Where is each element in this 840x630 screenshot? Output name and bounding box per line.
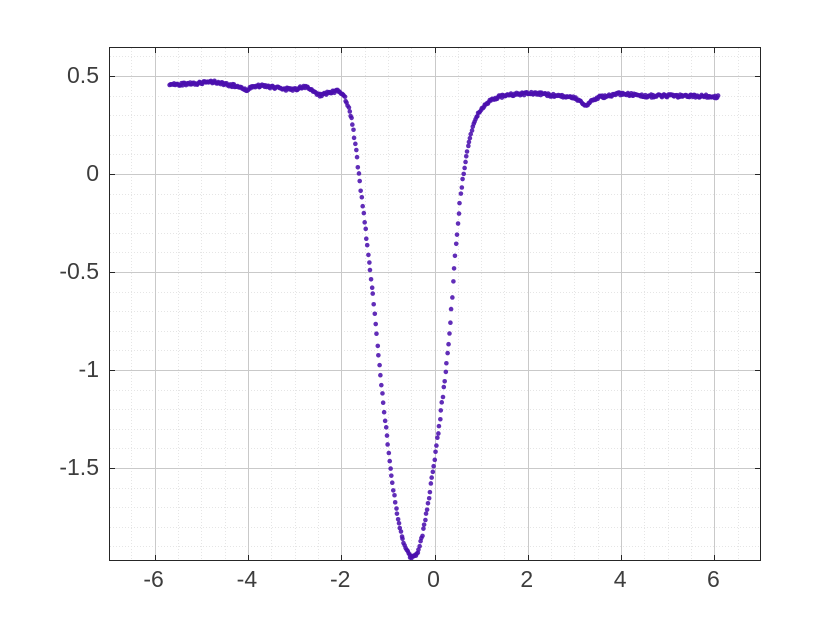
x-tick-label: 6	[707, 566, 720, 592]
x-tick-label: -4	[236, 566, 258, 592]
y-tick-label: -0.5	[59, 258, 99, 285]
chart-canvas	[110, 48, 760, 560]
y-tick-label: 0	[86, 160, 99, 187]
x-tick-label: -6	[143, 566, 164, 592]
x-tick-label: 2	[520, 566, 534, 592]
x-tick-label: -2	[329, 566, 351, 592]
x-tick-label: 4	[613, 566, 627, 592]
y-tick-label: -1.5	[59, 454, 99, 481]
plot-area	[109, 47, 761, 561]
y-tick-label: -1	[78, 356, 99, 383]
y-tick-label: 0.5	[67, 62, 99, 89]
x-tick-label: 0	[427, 566, 440, 592]
